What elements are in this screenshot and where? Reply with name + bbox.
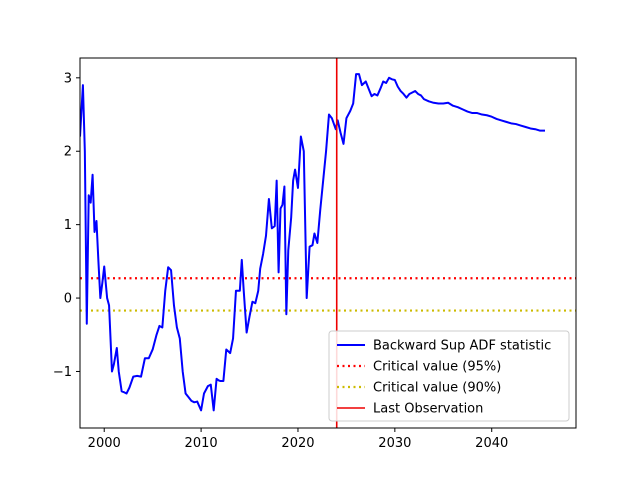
legend-label: Backward Sup ADF statistic bbox=[373, 339, 551, 354]
x-tick-label: 2020 bbox=[281, 436, 314, 451]
legend-entry-sadf: Backward Sup ADF statistic bbox=[337, 339, 551, 354]
x-tick-label: 2000 bbox=[88, 436, 121, 451]
legend-label: Last Observation bbox=[373, 402, 483, 417]
y-tick-label: −1 bbox=[53, 365, 72, 380]
y-tick-label: 0 bbox=[64, 292, 72, 307]
plot-frame bbox=[79, 57, 577, 429]
x-tick-label: 2040 bbox=[475, 436, 508, 451]
legend-entry-critical-95: Critical value (95%) bbox=[337, 360, 501, 375]
legend-label: Critical value (90%) bbox=[373, 381, 501, 396]
y-tick-label: 3 bbox=[64, 71, 72, 86]
legend-entry-last-observation: Last Observation bbox=[337, 402, 483, 417]
x-tick-label: 2010 bbox=[185, 436, 218, 451]
axis-ticks: 2000 2010 2020 2030 2040 −1 0 1 2 3 bbox=[53, 71, 508, 451]
legend-label: Critical value (95%) bbox=[373, 360, 501, 375]
y-tick-label: 1 bbox=[64, 218, 72, 233]
x-tick-label: 2030 bbox=[378, 436, 411, 451]
legend: Backward Sup ADF statistic Critical value… bbox=[328, 330, 570, 422]
y-tick-label: 2 bbox=[64, 145, 72, 160]
legend-box bbox=[328, 330, 570, 422]
sadf-series-line bbox=[80, 73, 545, 412]
legend-entry-critical-90: Critical value (90%) bbox=[337, 381, 501, 396]
